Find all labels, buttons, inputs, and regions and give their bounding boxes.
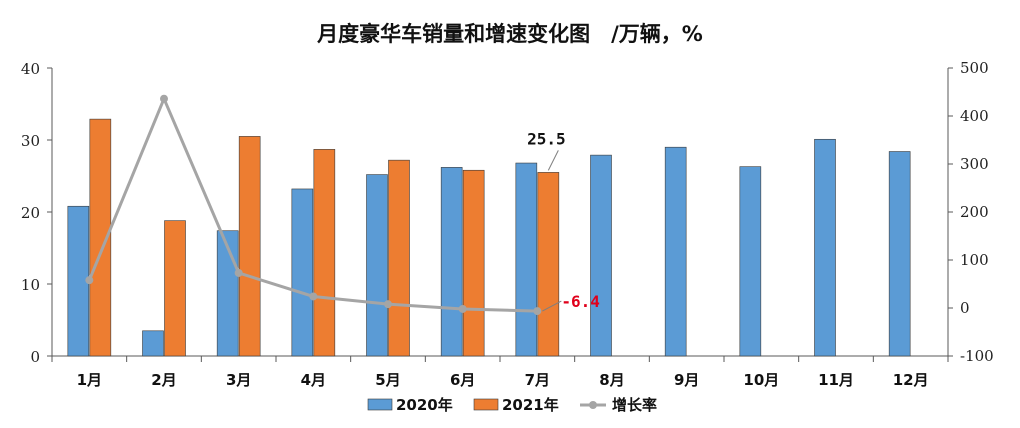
bar-2020年 <box>440 167 463 357</box>
bar-2021年 <box>89 118 112 357</box>
x-tick-label: 3月 <box>226 371 251 389</box>
x-tick-label: 4月 <box>301 371 326 389</box>
annotation-label: 25.5 <box>527 129 566 148</box>
annotations: 25.5 -6.4 <box>527 129 600 312</box>
right-tick-label: 500 <box>960 59 989 77</box>
bar-2021年 <box>537 172 560 357</box>
left-tick-label: 30 <box>21 132 40 150</box>
right-tick-label: -100 <box>960 347 994 365</box>
bar-2021年 <box>164 220 186 357</box>
right-axis: -100 0 100 200 300 400 500 <box>947 59 994 365</box>
bar-2020年 <box>664 146 687 357</box>
growth-point <box>533 307 542 316</box>
growth-point <box>458 304 467 313</box>
x-tick-label: 7月 <box>525 371 550 389</box>
left-axis: 0 10 20 30 40 <box>21 60 53 366</box>
legend: 2020年 2021年 增长率 <box>367 396 657 414</box>
annotation-leader <box>547 150 559 171</box>
left-tick-label: 40 <box>21 60 40 78</box>
bar-2020年 <box>142 330 164 357</box>
bar-2021年 <box>313 149 336 357</box>
bar-2020年 <box>814 138 836 357</box>
annotation-label: -6.4 <box>561 292 600 311</box>
growth-point <box>85 276 94 285</box>
x-tick-label: 10月 <box>743 371 779 389</box>
legend-label: 2021年 <box>502 396 559 414</box>
legend-swatch <box>367 398 393 411</box>
growth-point <box>384 300 392 309</box>
legend-label: 增长率 <box>612 396 657 414</box>
x-tick-label: 12月 <box>893 371 929 389</box>
right-tick-label: 0 <box>960 299 970 317</box>
right-tick-label: 100 <box>960 251 989 269</box>
x-tick-label: 6月 <box>450 371 475 389</box>
x-tick-label: 9月 <box>674 371 699 389</box>
right-tick-label: 200 <box>960 203 989 221</box>
left-tick-label: 0 <box>30 348 40 366</box>
bar-2020年 <box>515 162 538 357</box>
bar-2020年 <box>291 188 314 357</box>
x-tick-label: 1月 <box>77 371 102 389</box>
bar-2021年 <box>388 159 410 357</box>
bar-2021年 <box>462 169 485 357</box>
legend-label: 2020年 <box>396 396 453 414</box>
bar-2020年 <box>590 154 612 357</box>
x-tick-label: 5月 <box>375 371 400 389</box>
chart-title: 月度豪华车销量和增速变化图 /万辆，% <box>316 22 703 46</box>
growth-point <box>309 292 318 301</box>
bar-2021年 <box>238 136 261 357</box>
growth-point <box>234 268 243 277</box>
x-axis: 1月 2月 3月 4月 5月 6月 7月 8月 9月 10月 11月 12月 <box>51 355 949 389</box>
bar-2020年 <box>739 166 762 357</box>
legend-swatch <box>473 398 499 411</box>
legend-marker <box>589 401 597 409</box>
annotation-leader <box>542 300 562 312</box>
growth-line <box>85 94 542 316</box>
left-tick-label: 10 <box>21 276 40 294</box>
bar-2020年 <box>888 151 911 357</box>
x-tick-label: 8月 <box>599 371 624 389</box>
bars <box>67 118 911 357</box>
growth-point <box>160 94 168 103</box>
bar-2020年 <box>366 174 388 357</box>
x-tick-label: 2月 <box>151 371 176 389</box>
x-tick-label: 11月 <box>818 371 854 389</box>
right-tick-label: 300 <box>960 155 989 173</box>
left-tick-label: 20 <box>21 204 40 222</box>
right-tick-label: 400 <box>960 107 989 125</box>
